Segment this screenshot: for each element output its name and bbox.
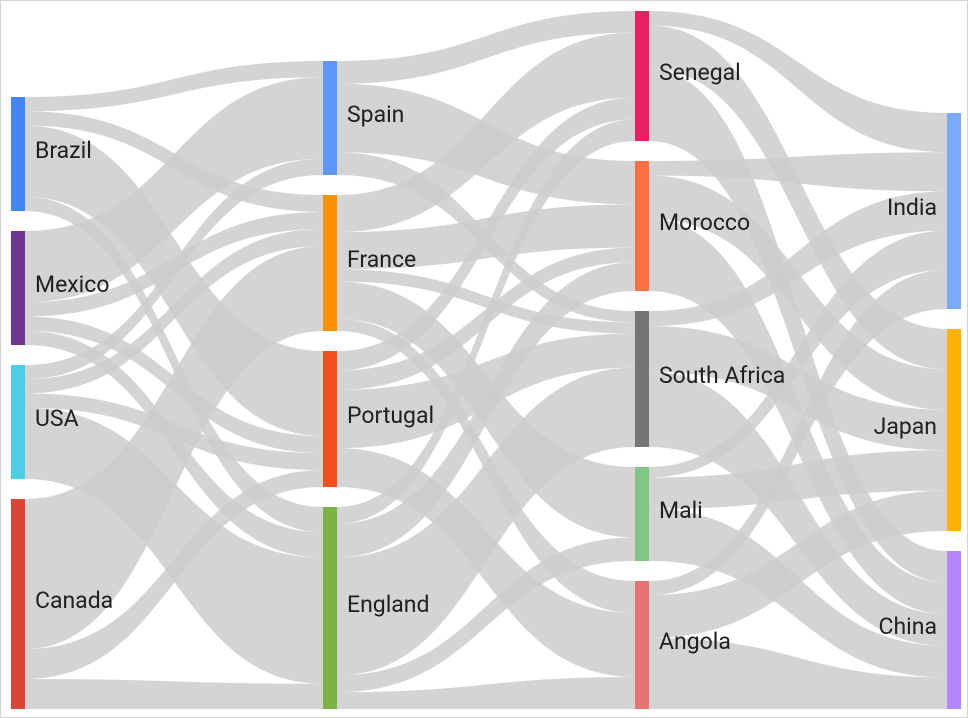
sankey-node[interactable]	[11, 365, 25, 479]
sankey-node[interactable]	[323, 507, 337, 709]
sankey-node-label: Mali	[659, 497, 703, 524]
sankey-node[interactable]	[11, 97, 25, 211]
sankey-node-label: Japan	[874, 413, 937, 440]
sankey-node-label: Mexico	[35, 271, 109, 298]
sankey-node-label: China	[879, 613, 937, 640]
sankey-node[interactable]	[635, 581, 649, 709]
sankey-node[interactable]	[635, 467, 649, 561]
sankey-node-label: England	[347, 591, 429, 618]
sankey-link[interactable]	[25, 679, 323, 709]
sankey-node[interactable]	[11, 499, 25, 709]
sankey-node-label: Spain	[347, 101, 404, 128]
sankey-node[interactable]	[635, 11, 649, 141]
sankey-node-label: France	[347, 246, 416, 273]
sankey-node-label: Angola	[659, 628, 731, 655]
sankey-node[interactable]	[323, 61, 337, 175]
sankey-node-label: Senegal	[659, 59, 741, 86]
sankey-node[interactable]	[635, 161, 649, 291]
sankey-node-label: Morocco	[659, 209, 750, 236]
sankey-node[interactable]	[947, 329, 961, 531]
sankey-node-label: Canada	[35, 587, 113, 614]
sankey-node[interactable]	[11, 231, 25, 345]
sankey-links-layer	[1, 1, 967, 717]
sankey-node[interactable]	[323, 351, 337, 487]
sankey-node-label: India	[887, 194, 937, 221]
sankey-node-label: South Africa	[659, 362, 785, 389]
sankey-node-label: Brazil	[35, 137, 92, 164]
sankey-node[interactable]	[947, 113, 961, 309]
sankey-node[interactable]	[323, 195, 337, 331]
sankey-node-label: USA	[35, 405, 79, 432]
sankey-node-label: Portugal	[347, 402, 434, 429]
sankey-node[interactable]	[635, 311, 649, 447]
sankey-node[interactable]	[947, 551, 961, 709]
sankey-chart: Brazil Mexico USA Canada Spain France Portugal…	[0, 0, 968, 718]
